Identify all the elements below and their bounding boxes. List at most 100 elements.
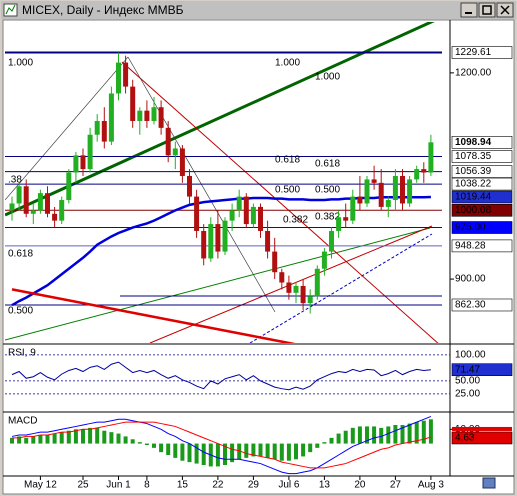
candle-body <box>357 196 363 204</box>
macd-bar <box>166 443 171 455</box>
price-box-label: 975.00 <box>455 222 486 233</box>
macd-bar <box>272 443 277 460</box>
price-box <box>451 190 513 204</box>
window-icon-graph <box>5 4 16 15</box>
price-box-label: 1000.08 <box>455 205 492 216</box>
macd-bar <box>59 432 64 444</box>
x-tick-label: Jul 6 <box>278 480 300 491</box>
macd-bar <box>428 419 433 444</box>
candle-body <box>392 175 398 201</box>
macd-bar <box>123 436 128 444</box>
price-plot: 1.000 1.000 1.000 0.618 0.618 0.500 0.500 0.382… <box>5 51 442 343</box>
macd-bar <box>52 433 57 444</box>
candle-body <box>59 200 65 221</box>
price-box <box>451 177 513 191</box>
price-box-label: 1019.44 <box>455 192 492 203</box>
macd-bar <box>301 443 306 457</box>
macd-bar <box>130 439 135 444</box>
price-box <box>451 239 513 253</box>
macd-bar <box>180 443 185 461</box>
rsi-title: RSI, 9 <box>8 348 36 359</box>
candle-body <box>215 224 221 252</box>
fib-label: 1.000 <box>275 58 300 69</box>
macd-bar <box>230 443 235 463</box>
candle-body <box>385 200 391 207</box>
price-box <box>451 203 513 217</box>
price-box <box>451 165 513 178</box>
macd-bar <box>116 433 121 444</box>
candle-body <box>116 62 121 94</box>
fib-label: 0.618 <box>8 249 33 260</box>
macd-bar <box>45 435 50 444</box>
candle-body <box>343 217 349 221</box>
candle-body <box>378 182 384 207</box>
chart-area <box>2 19 515 495</box>
macd-bar <box>365 426 369 444</box>
candle-body <box>236 196 242 211</box>
candle-body <box>151 107 157 121</box>
candle-body <box>208 224 214 259</box>
candle-body <box>258 206 263 231</box>
macd-bar <box>258 443 263 457</box>
macd-bar <box>102 430 107 444</box>
macd-line <box>12 421 432 469</box>
macd-bar <box>315 443 320 448</box>
macd-bar <box>294 443 298 460</box>
candle-body <box>94 120 100 135</box>
candle-body <box>428 142 434 173</box>
macd-bar <box>343 430 348 444</box>
candle-body <box>16 186 22 204</box>
candle-body <box>421 169 427 173</box>
candle-body <box>371 179 377 183</box>
title-bar <box>1 1 516 19</box>
y-tick-label: 900.00 <box>455 274 486 285</box>
x-tick-label: Aug 3 <box>418 480 445 491</box>
macd-bar <box>66 430 71 444</box>
x-tick-label: 8 <box>144 480 150 491</box>
y-tick-label: 1200.00 <box>455 68 492 79</box>
macd-bar <box>244 443 249 458</box>
fib-label: 1.000 <box>8 58 33 69</box>
maximize-button[interactable] <box>478 2 496 18</box>
candle-body <box>400 175 405 204</box>
macd-bar <box>421 420 426 444</box>
x-tick-label: 13 <box>319 480 331 491</box>
candle-body <box>130 86 136 121</box>
fib-label: 0.500 <box>8 306 33 317</box>
y-tick-label: 50.00 <box>455 376 480 387</box>
macd-bar <box>24 437 29 444</box>
candle-body <box>194 196 200 231</box>
close-button[interactable] <box>496 2 514 18</box>
candle-body <box>222 220 228 252</box>
rsi-plot <box>5 354 450 395</box>
macd-bar <box>194 443 199 464</box>
x-tick-label: Jun 1 <box>106 480 131 491</box>
macd-bar <box>38 435 43 444</box>
minimize-button[interactable] <box>460 2 478 18</box>
fib-label: 0.382 <box>283 215 308 226</box>
macd-bar <box>279 443 284 461</box>
candle-body <box>293 285 299 293</box>
candle-body <box>87 134 93 170</box>
fib-label: 0.500 <box>275 185 300 196</box>
macd-title: MACD <box>8 416 37 427</box>
price-box-label: 71.47 <box>455 364 480 375</box>
price-box-label: 862.30 <box>455 300 486 311</box>
macd-marker <box>452 426 512 431</box>
macd-bar <box>10 437 14 444</box>
panel-title-rsi: RSI, 9 <box>6 347 42 359</box>
scroll-icon[interactable] <box>482 477 496 489</box>
candle-body <box>279 272 285 283</box>
candle-body <box>272 251 278 273</box>
price-box <box>451 221 513 234</box>
macd-bar <box>201 443 206 465</box>
candle-body <box>37 193 43 211</box>
price-box-label: 1229.61 <box>455 47 492 58</box>
fib-label: 0.618 <box>315 159 340 170</box>
macd-bar <box>414 422 419 444</box>
fib-label: 0.500 <box>315 185 340 196</box>
price-box <box>451 136 513 149</box>
candle-body <box>73 155 79 173</box>
candle-body <box>66 172 72 201</box>
